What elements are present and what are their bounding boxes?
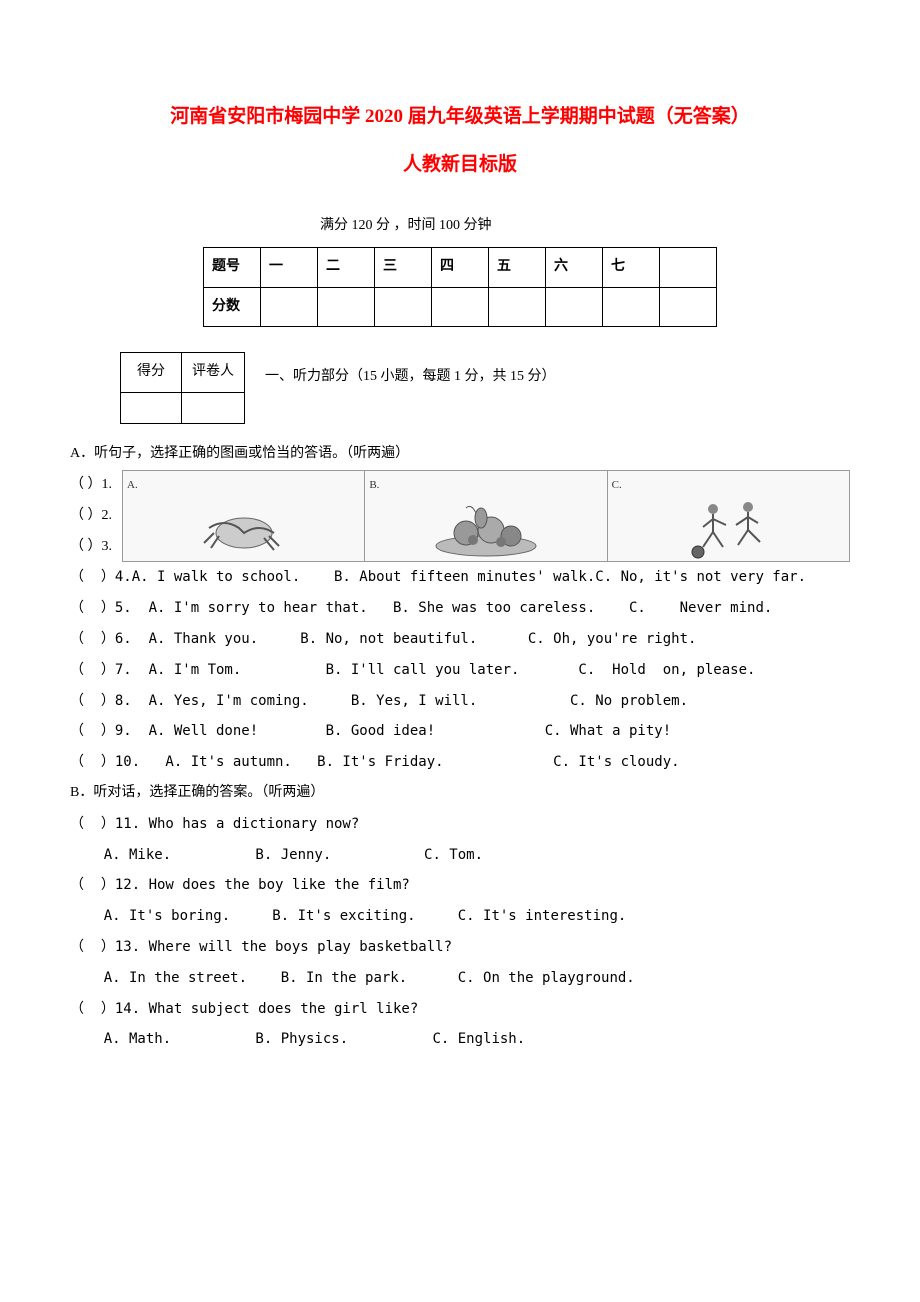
table-cell: [660, 247, 717, 287]
table-cell: [660, 287, 717, 327]
question-5: （ ）5. A. I'm sorry to hear that. B. She …: [70, 593, 850, 624]
table-cell: 题号: [204, 247, 261, 287]
picture-b: B.: [365, 471, 607, 561]
table-cell: [182, 393, 245, 424]
table-cell: [121, 393, 182, 424]
handshake-icon: [127, 497, 360, 559]
pic-label-a: A.: [127, 473, 360, 497]
pic-label-b: B.: [369, 473, 602, 497]
table-cell: 五: [489, 247, 546, 287]
picture-a: A.: [123, 471, 365, 561]
title-main: 河南省安阳市梅园中学 2020 届九年级英语上学期期中试题（无答案）: [70, 100, 850, 134]
table-cell: [489, 287, 546, 327]
section-1-title: 一、听力部分（15 小题，每题 1 分，共 15 分）: [265, 352, 556, 393]
table-cell: 二: [318, 247, 375, 287]
table-cell: 评卷人: [182, 353, 245, 393]
fruit-icon: [369, 497, 602, 559]
question-10: （ ）10. A. It's autumn. B. It's Friday. C…: [70, 747, 850, 778]
question-9: （ ）9. A. Well done! B. Good idea! C. Wha…: [70, 716, 850, 747]
question-2: （ ）2.: [70, 501, 112, 532]
table-cell: [318, 287, 375, 327]
table-cell: 四: [432, 247, 489, 287]
question-1: （ ）1.: [70, 470, 112, 501]
pic-label-c: C.: [612, 473, 845, 497]
question-11-options: A. Mike. B. Jenny. C. Tom.: [70, 840, 850, 871]
soccer-icon: [612, 497, 845, 567]
table-cell: [375, 287, 432, 327]
table-cell: 七: [603, 247, 660, 287]
table-cell: [432, 287, 489, 327]
question-13-options: A. In the street. B. In the park. C. On …: [70, 963, 850, 994]
question-3: （ ）3.: [70, 532, 112, 563]
question-14: （ ）14. What subject does the girl like?: [70, 994, 850, 1025]
table-cell: 三: [375, 247, 432, 287]
table-cell: 六: [546, 247, 603, 287]
question-8: （ ）8. A. Yes, I'm coming. B. Yes, I will…: [70, 686, 850, 717]
question-7: （ ）7. A. I'm Tom. B. I'll call you later…: [70, 655, 850, 686]
question-6: （ ）6. A. Thank you. B. No, not beautiful…: [70, 624, 850, 655]
table-cell: 得分: [121, 353, 182, 393]
question-12: （ ）12. How does the boy like the film?: [70, 870, 850, 901]
question-14-options: A. Math. B. Physics. C. English.: [70, 1024, 850, 1055]
picture-c: C.: [608, 471, 849, 561]
grader-table: 得分 评卷人: [120, 352, 245, 424]
picture-options: A. B.: [122, 470, 850, 562]
part-b-instruction: B．听对话，选择正确的答案。（听两遍）: [70, 778, 850, 809]
title-sub: 人教新目标版: [70, 144, 850, 186]
score-time-info: 满分 120 分 ，时间 100 分钟: [220, 211, 850, 242]
table-cell: [546, 287, 603, 327]
question-13: （ ）13. Where will the boys play basketba…: [70, 932, 850, 963]
table-cell: 分数: [204, 287, 261, 327]
table-cell: [261, 287, 318, 327]
score-summary-table: 题号 一 二 三 四 五 六 七 分数: [203, 247, 717, 328]
table-cell: 一: [261, 247, 318, 287]
question-11: （ ）11. Who has a dictionary now?: [70, 809, 850, 840]
part-a-instruction: A．听句子，选择正确的图画或恰当的答语。（听两遍）: [70, 439, 850, 470]
table-cell: [603, 287, 660, 327]
question-12-options: A. It's boring. B. It's exciting. C. It'…: [70, 901, 850, 932]
